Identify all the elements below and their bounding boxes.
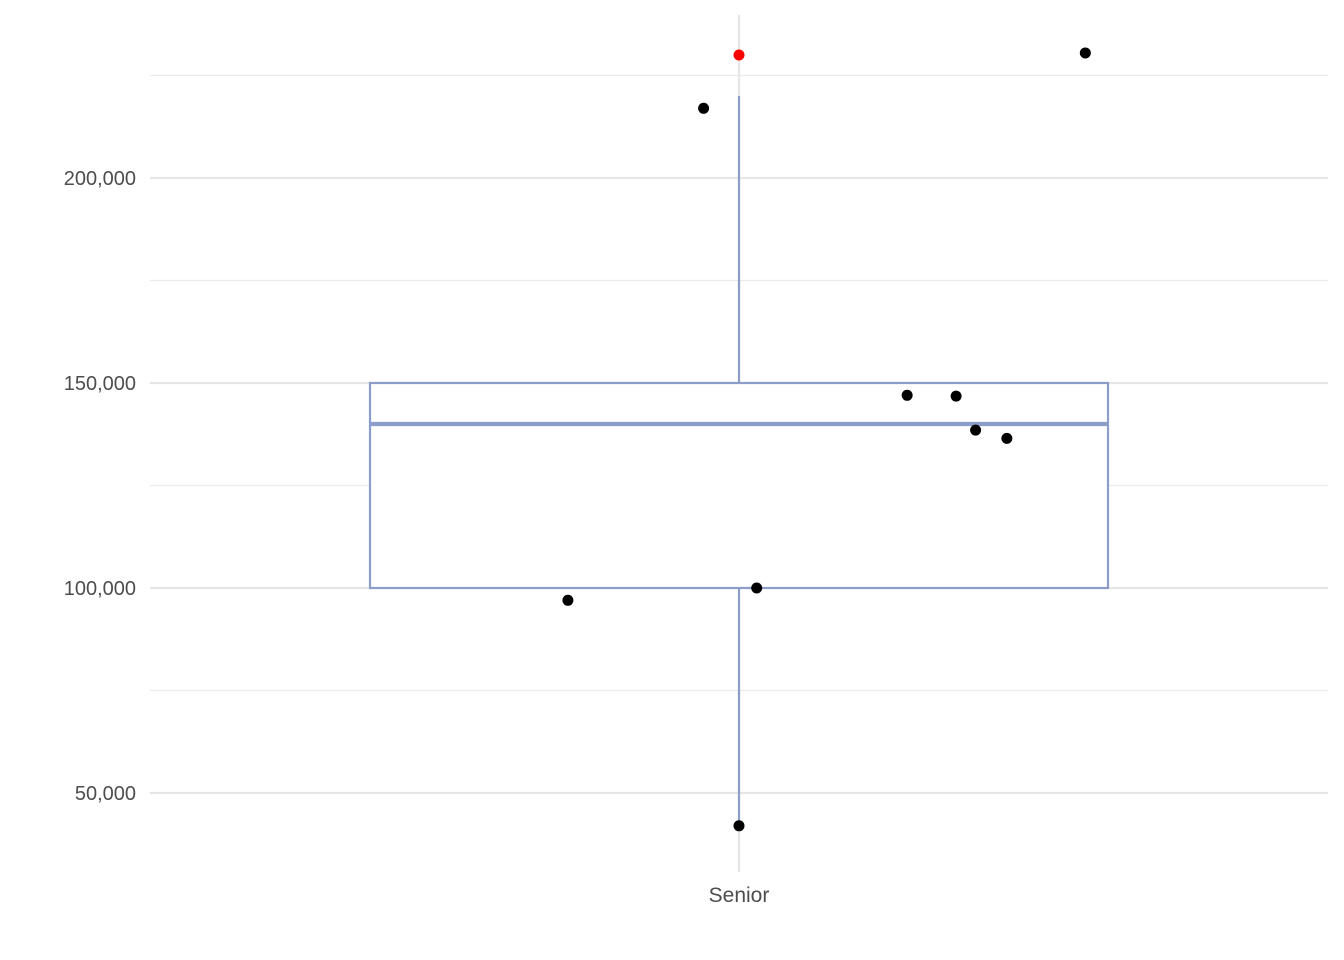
data-point [1080,47,1091,58]
data-point [951,391,962,402]
outlier-point [734,50,745,61]
data-point [1001,433,1012,444]
data-point [751,583,762,594]
x-category-label: Senior [709,884,770,907]
box-layer [370,96,1108,826]
y-tick-label: 150,000 [64,373,136,395]
y-tick-label: 200,000 [64,168,136,190]
data-point [902,390,913,401]
box-iqr [370,383,1108,588]
y-tick-label: 100,000 [64,578,136,600]
y-axis: 50,000 100,000 150,000 200,000 [64,168,136,805]
data-point [698,103,709,114]
data-point [562,595,573,606]
data-point [970,425,981,436]
y-tick-label: 50,000 [75,783,136,805]
data-point [734,820,745,831]
x-axis: Senior [709,884,770,907]
